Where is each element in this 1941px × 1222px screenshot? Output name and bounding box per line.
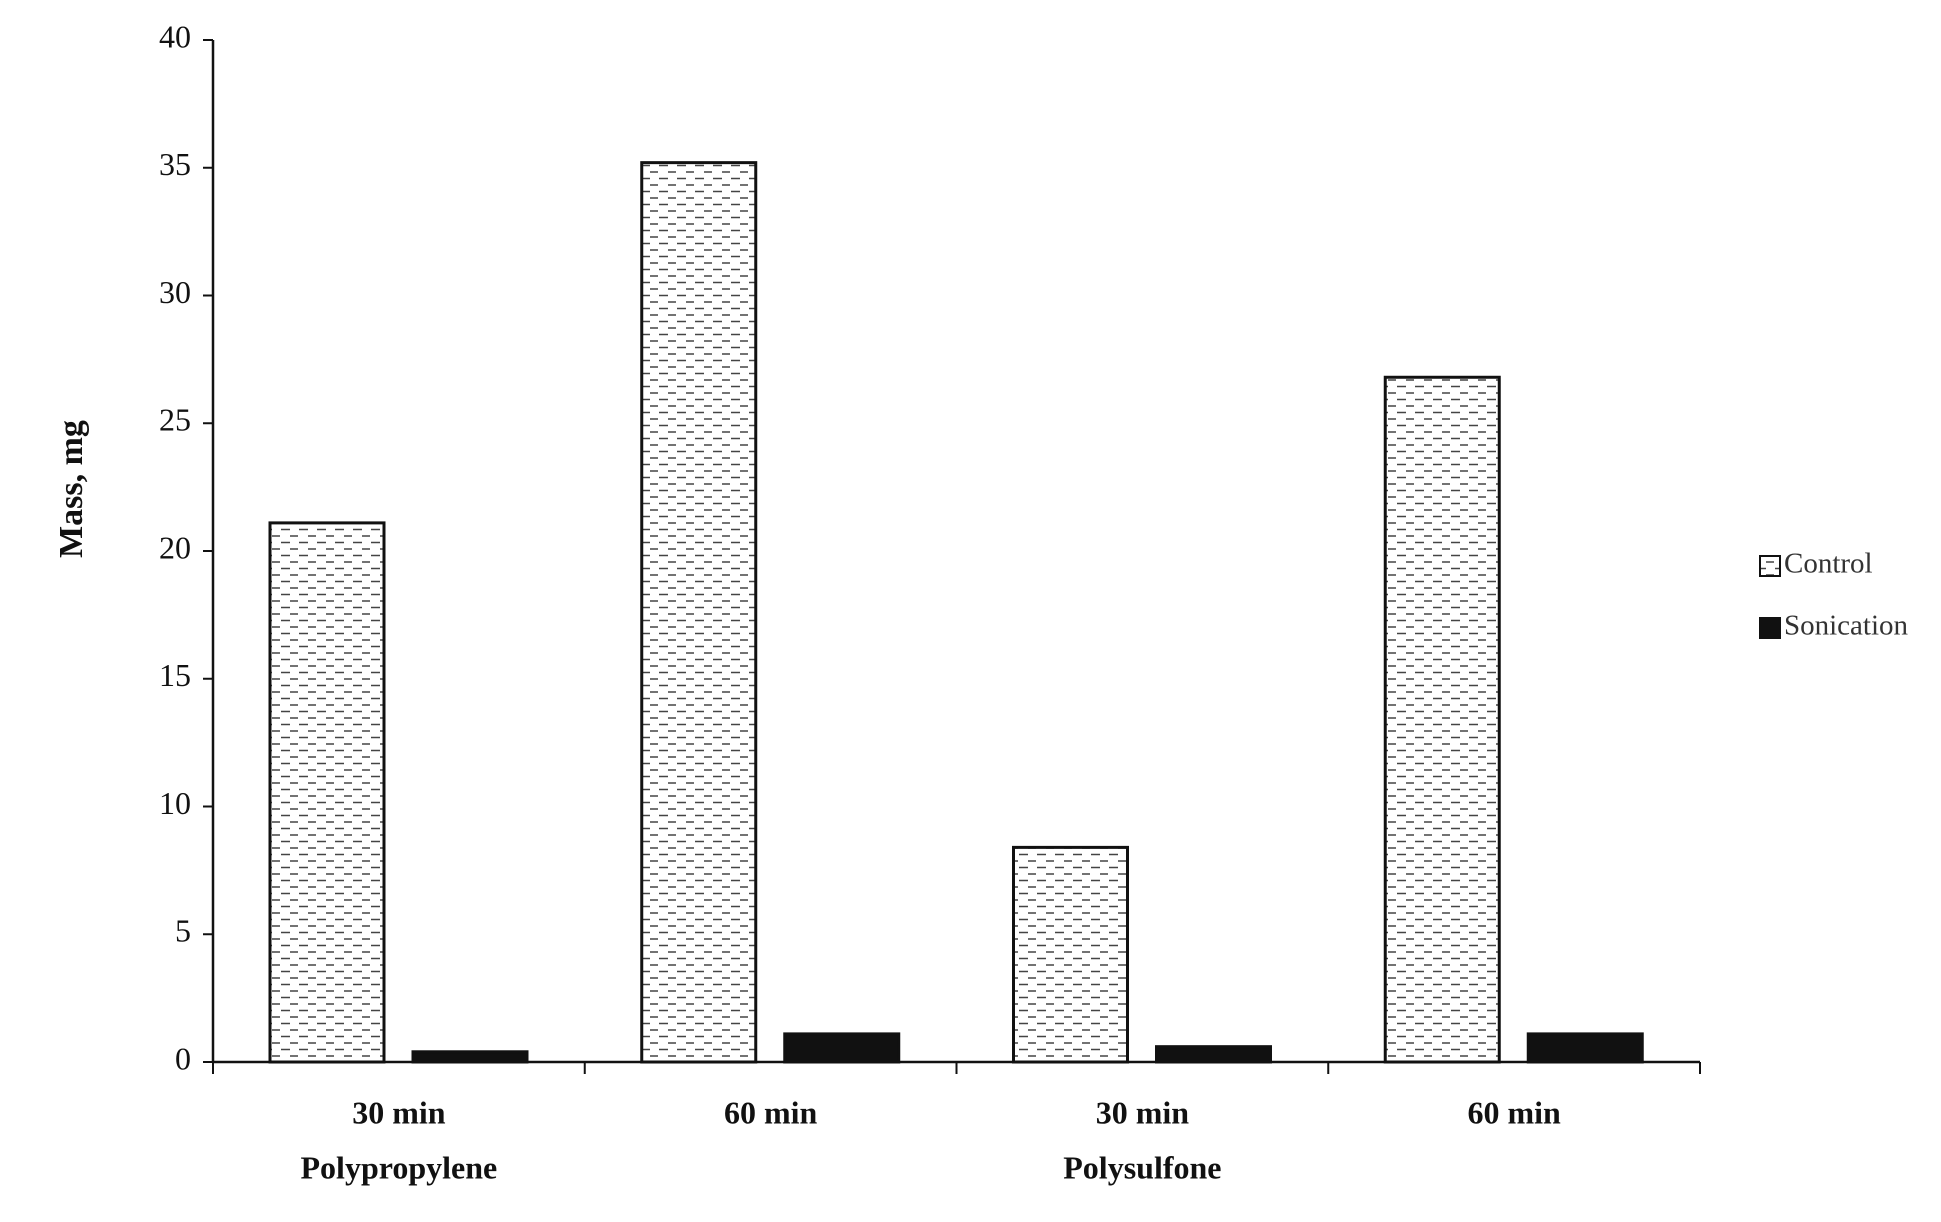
bar (640, 161, 758, 1064)
legend-label: Control (1784, 548, 1873, 580)
group-label: Polypropylene (301, 1149, 498, 1185)
legend-swatch (1759, 555, 1781, 577)
y-tick-label: 15 (159, 657, 191, 693)
y-tick-label: 40 (159, 18, 191, 54)
x-tick-label: 30 min (1096, 1094, 1190, 1130)
x-tick-label: 30 min (352, 1094, 446, 1130)
bar (268, 521, 386, 1064)
bar (1383, 375, 1501, 1064)
group-label: Polysulfone (1063, 1149, 1221, 1185)
legend-label: Sonication (1784, 610, 1909, 642)
bar (783, 1032, 901, 1064)
y-tick-label: 30 (159, 274, 191, 310)
y-tick-label: 25 (159, 402, 191, 438)
y-tick-label: 5 (175, 913, 191, 949)
x-tick-label: 60 min (1467, 1094, 1561, 1130)
bar (1526, 1032, 1644, 1064)
y-tick-label: 20 (159, 529, 191, 565)
y-tick-label: 10 (159, 785, 191, 821)
x-tick-label: 60 min (724, 1094, 818, 1130)
bar (411, 1050, 529, 1064)
y-axis-title: Mass, mg (53, 420, 90, 558)
bar (1012, 845, 1129, 1064)
y-tick-label: 35 (159, 146, 191, 182)
legend-swatch (1759, 617, 1781, 639)
bar (1155, 1045, 1272, 1064)
y-tick-label: 0 (175, 1040, 191, 1076)
